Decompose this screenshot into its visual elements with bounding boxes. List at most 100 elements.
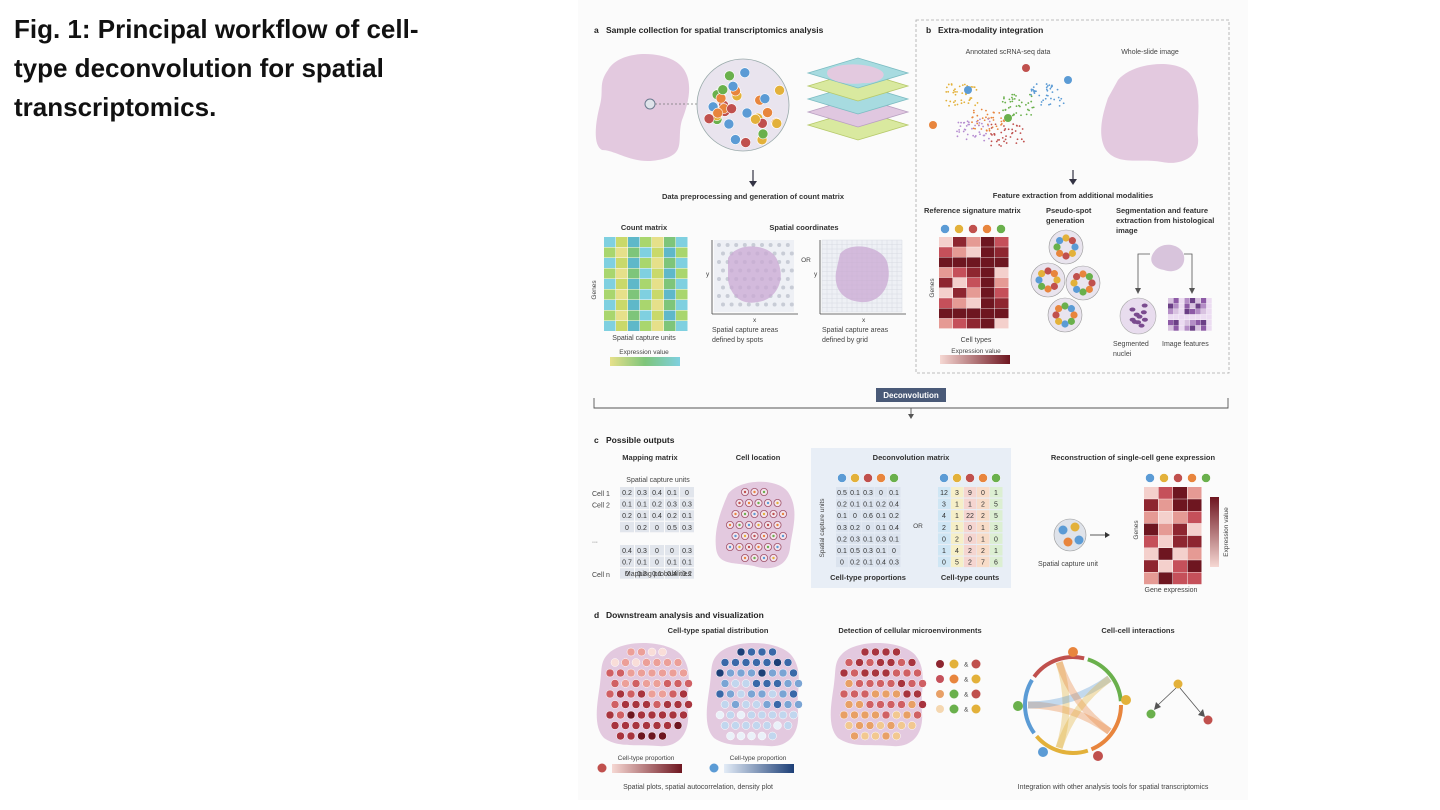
panel-b-title: Extra-modality integration [938,25,1043,35]
proportion-dot [865,700,875,709]
umap-point [1028,109,1030,112]
umap-point [974,136,976,138]
umap-point [963,121,966,124]
proportion-cell [862,521,875,533]
or-label-c: OR [913,523,923,530]
umap-point [974,124,976,127]
count-matrix-cell [664,268,676,279]
umap-point [1027,102,1030,104]
image-feature-cell [1190,314,1196,320]
count-matrix-cell [604,310,616,321]
proportion-dot [747,668,756,678]
pseudo-cell [1070,311,1078,319]
umap-point [987,124,990,127]
image-feature-cell [1179,298,1185,304]
proportion-dot [621,721,630,730]
location-dot [747,501,751,505]
pseudo-cell [1068,237,1076,245]
proportion-dot [768,731,777,741]
umap-point [1000,123,1002,126]
umap-point [988,128,991,130]
cell-type-icon [991,473,1001,483]
ref-matrix-cell [981,308,995,319]
umap-point [1042,99,1045,102]
proportion-cell [849,556,862,568]
proportion-value: 0.2 [850,560,860,567]
proportion-cell [849,487,862,498]
microenv-cell [949,674,959,684]
blue-proportion-dots [715,647,803,741]
proportion-cell [836,510,849,521]
microenv-cell [971,674,981,684]
count-value: 2 [942,525,946,532]
mapping-value: 0.2 [637,525,647,532]
proportion-dot [605,668,615,678]
umap-cell-icon [1064,76,1072,84]
mapping-cell [665,568,679,579]
umap-point [949,100,952,103]
mapping-value: 0.4 [667,571,677,578]
umap-point [990,123,993,126]
capture-spot [755,302,760,307]
nucleus [1141,303,1148,308]
mapping-value: 0.2 [622,490,632,497]
capture-spot [772,251,777,256]
count-cell [990,533,1003,544]
proportion-dot [757,668,767,678]
umap-point [974,104,977,107]
proportion-dot [726,710,735,720]
proportion-value: 0.5 [837,490,847,497]
proportion-dot [757,689,767,699]
genes-label-a: Genes [591,280,598,300]
pseudo-cell [1067,317,1075,325]
cell-types-label: Cell types [961,337,992,344]
proportion-dot [684,679,693,688]
ref-matrix-cell [939,277,953,288]
panel-d-letter: d [594,610,599,620]
proportion-dot [736,689,746,699]
zoom-cell [757,128,769,140]
seg-label-1: Segmentation and feature [1116,206,1208,215]
proportion-cell [888,533,901,544]
zoom-cells [703,67,785,148]
proportion-value: 0.2 [850,525,860,532]
umap-point [975,88,978,91]
mapping-value: 0.3 [637,571,647,578]
proportion-value: 0.2 [837,536,847,543]
deconv-arrow-head [908,414,914,419]
seg-nuclei-2: nuclei [1113,351,1132,358]
proportion-cell [888,510,901,521]
umap-point [947,90,950,93]
count-value: 2 [981,502,985,509]
proportion-dot [918,700,927,709]
spatial-dist-title: Cell-type spatial distribution [668,626,769,635]
mapping-cell [635,568,649,579]
proportion-dot [844,721,854,730]
count-matrix-cell [640,258,652,268]
count-cell [938,556,951,568]
umap-point [973,86,976,89]
proportion-dot [626,710,636,720]
chord-cell [1013,701,1023,711]
proportion-dot [886,721,896,730]
image-feature-cell [1195,298,1201,304]
count-cell [977,521,990,533]
mapping-value: 0 [685,490,689,497]
zoom-cell [724,70,735,82]
capture-spot [785,277,790,281]
mapping-row-label: Cell 1 [592,491,610,498]
proportion-dot [752,700,761,709]
ref-matrix-cell [953,277,967,288]
count-value: 3 [955,490,959,497]
umap-point [1009,105,1012,108]
microenv-title: Detection of cellular microenvironments [838,626,981,635]
red-cell-legend-icon [597,763,607,773]
umap-point [1000,120,1003,123]
mapping-cell [680,568,694,579]
ref-matrix-cell [953,237,967,247]
count-matrix-cell [652,268,664,279]
chord-arc [1035,734,1089,755]
deconvolution-label: Deconvolution [883,391,939,400]
location-dot [762,512,766,516]
mapping-cell [680,556,694,568]
